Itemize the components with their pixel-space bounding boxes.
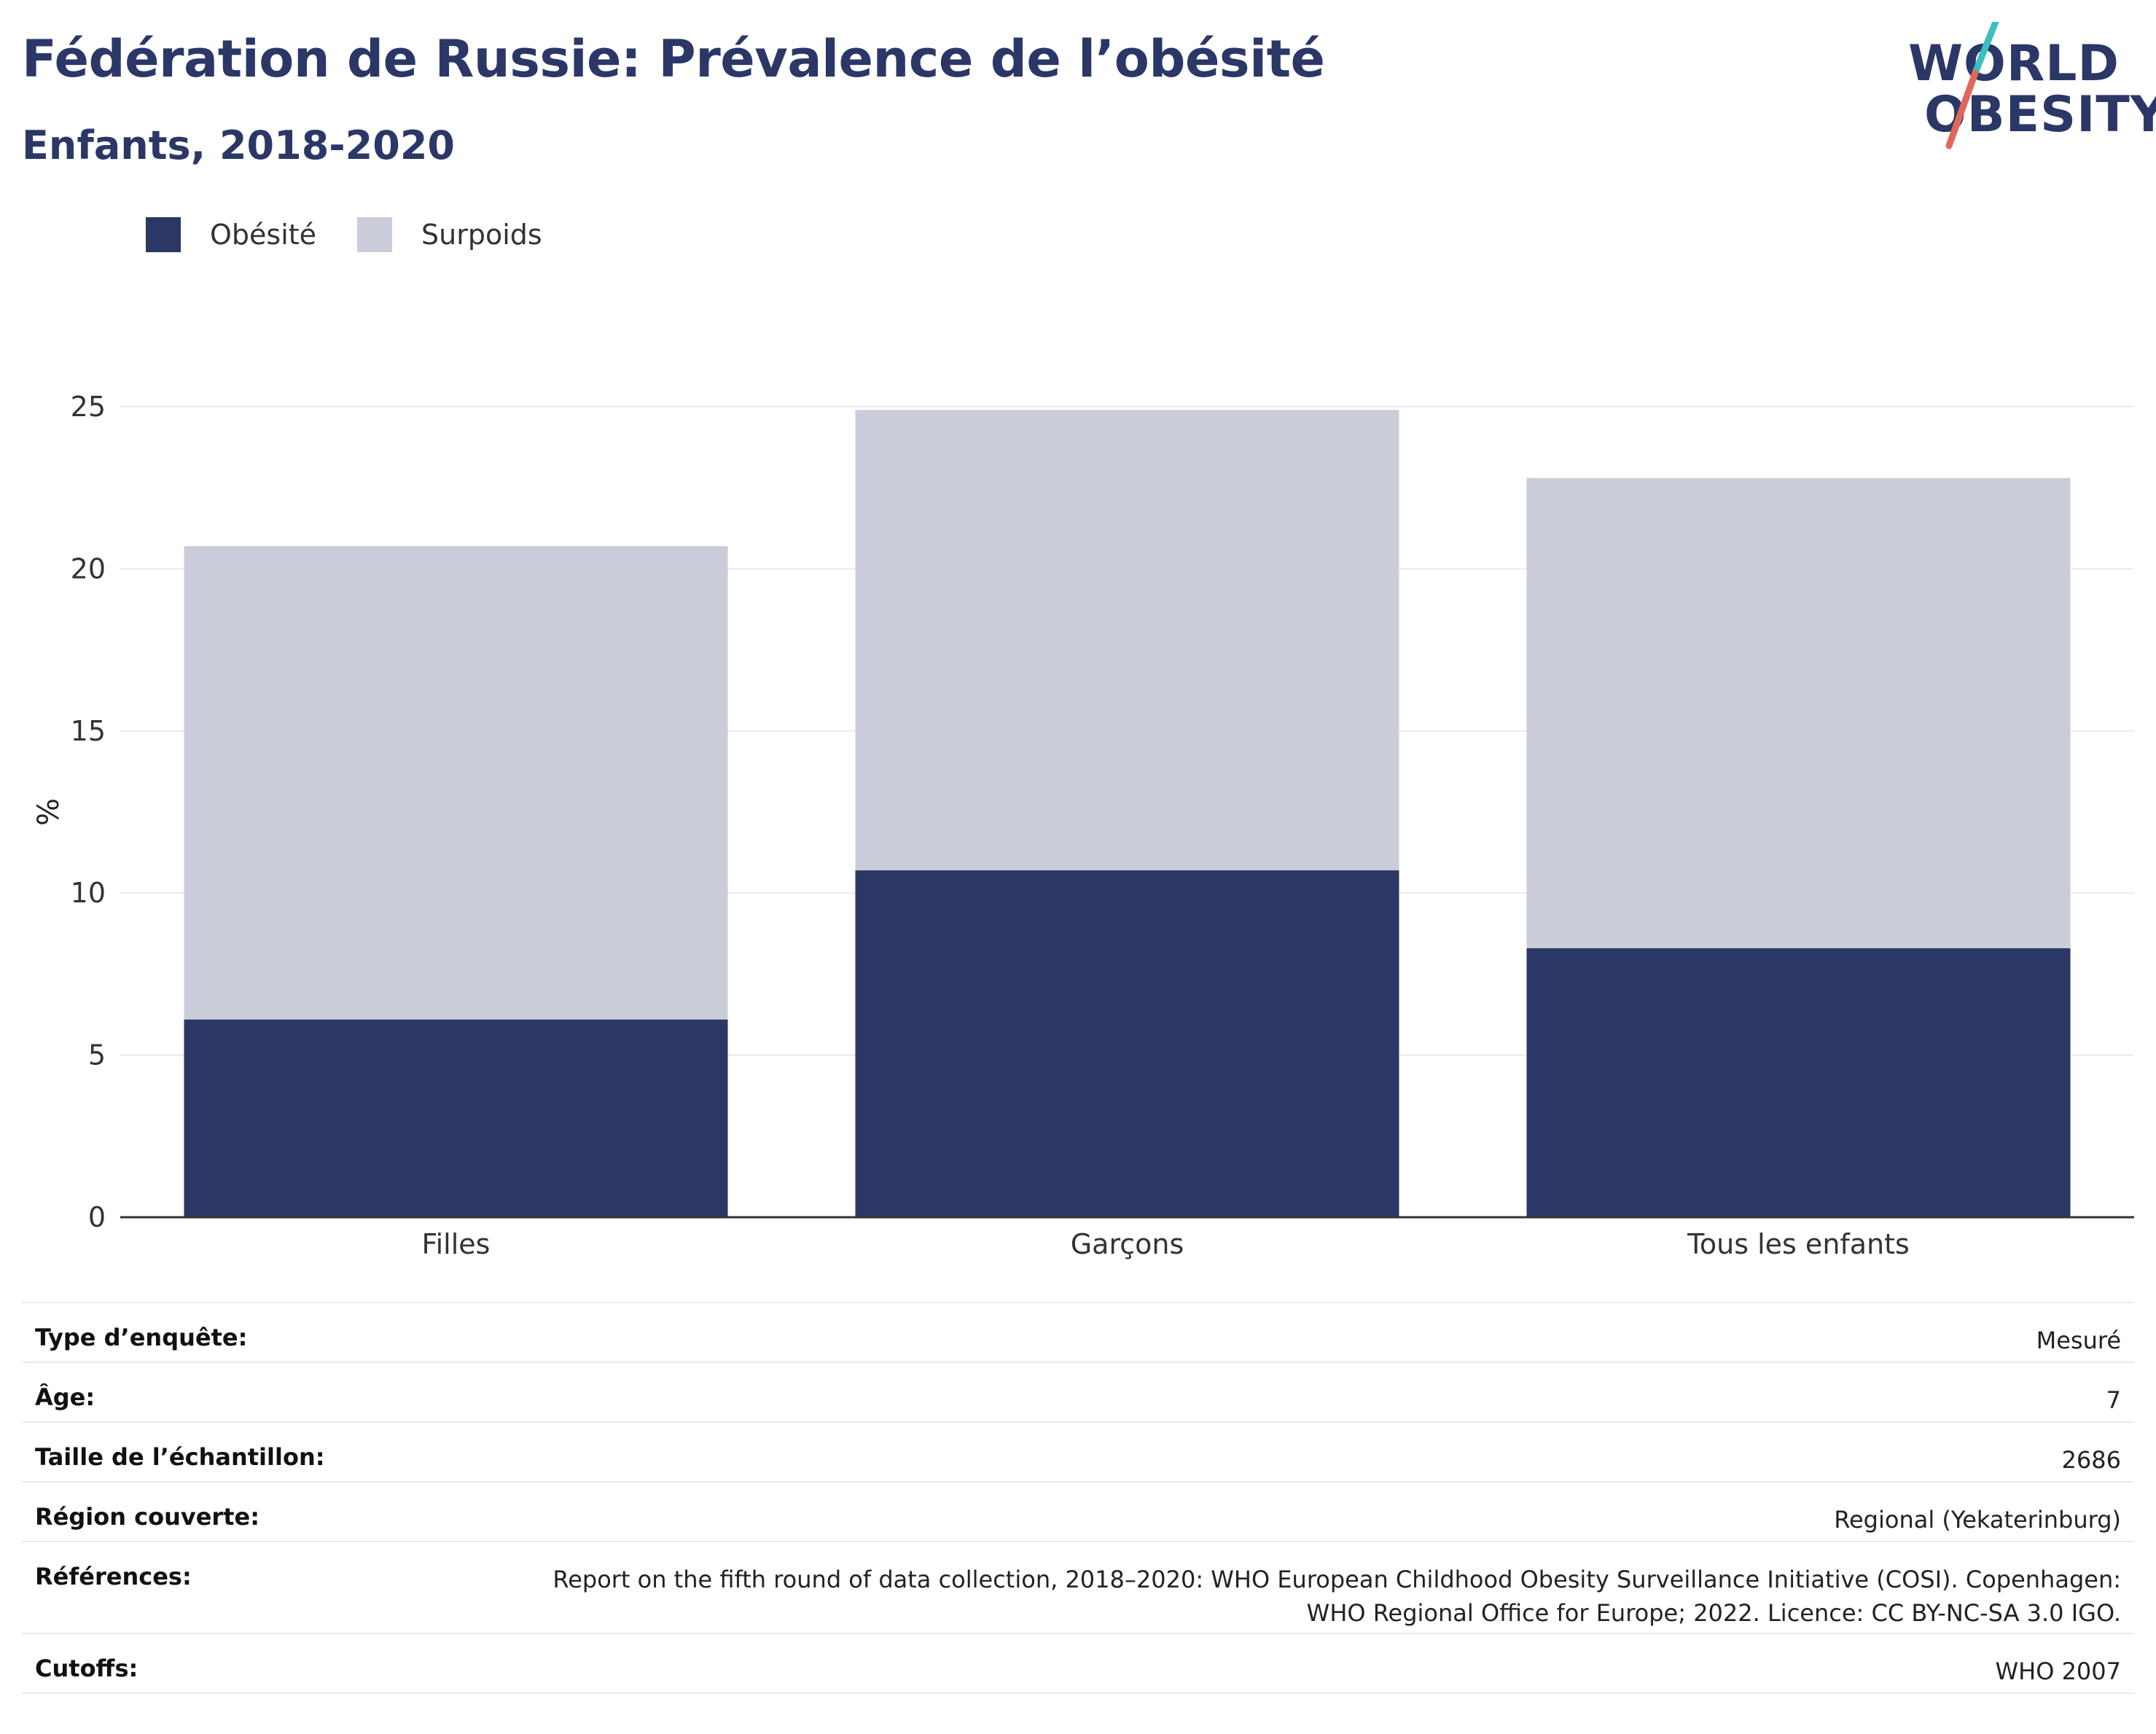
meta-value: Regional (Yekaterinburg)	[371, 1481, 2134, 1542]
meta-row-region: Région couverte: Regional (Yekaterinburg…	[22, 1481, 2134, 1542]
meta-key: Taille de l’échantillon:	[22, 1421, 372, 1482]
bar-surpoids-0	[184, 546, 728, 1020]
legend-label-obesite: Obésité	[210, 219, 317, 251]
y-tick-label: 5	[88, 1039, 106, 1071]
meta-row-sample-size: Taille de l’échantillon: 2686	[22, 1421, 2134, 1482]
bar-surpoids-1	[855, 410, 1399, 871]
chart-title: Fédération de Russie: Prévalence de l’ob…	[22, 29, 1325, 89]
meta-row-survey-type: Type d’enquête: Mesuré	[22, 1302, 2134, 1362]
meta-value: Mesuré	[371, 1302, 2134, 1362]
meta-row-references: Références: Report on the fifth round of…	[22, 1541, 2134, 1633]
logo-word-world: WORLD	[1908, 35, 2120, 93]
y-tick-label: 25	[71, 391, 106, 423]
legend-label-surpoids: Surpoids	[421, 219, 542, 251]
meta-key: Références:	[22, 1541, 372, 1633]
legend-item-obesite[interactable]: Obésité	[146, 217, 316, 252]
x-tick-label: Tous les enfants	[1687, 1228, 1910, 1260]
x-tick-label: Garçons	[1071, 1228, 1184, 1260]
meta-value: 7	[371, 1362, 2134, 1422]
y-tick-label: 10	[71, 877, 106, 909]
meta-value: 2686	[371, 1421, 2134, 1482]
y-tick-label: 20	[71, 552, 106, 585]
bar-ob-sit--1	[855, 870, 1399, 1217]
meta-key: Région couverte:	[22, 1481, 372, 1542]
chart-legend: Obésité Surpoids	[146, 217, 583, 252]
legend-item-surpoids[interactable]: Surpoids	[357, 217, 542, 252]
y-tick-label: 0	[88, 1201, 106, 1233]
world-obesity-logo: WORLD OBESITY	[1902, 22, 2156, 153]
meta-key: Cutoffs:	[22, 1633, 372, 1694]
meta-row-cutoffs: Cutoffs: WHO 2007	[22, 1633, 2134, 1694]
legend-swatch-surpoids	[357, 217, 393, 252]
x-tick-label: Filles	[422, 1228, 491, 1260]
meta-row-age: Âge: 7	[22, 1362, 2134, 1422]
reference-line: Report on the fifth round of data collec…	[552, 1566, 2121, 1593]
bar-ob-sit--0	[184, 1019, 728, 1217]
meta-key: Âge:	[22, 1362, 372, 1422]
y-axis-title: %	[32, 798, 66, 826]
meta-key: Type d’enquête:	[22, 1302, 372, 1362]
legend-swatch-obesite	[146, 217, 181, 252]
bar-ob-sit--2	[1526, 948, 2071, 1217]
y-tick-label: 15	[71, 715, 106, 747]
meta-value: Report on the fifth round of data collec…	[371, 1541, 2134, 1633]
survey-info-table: Type d’enquête: Mesuré Âge: 7 Taille de …	[22, 1302, 2134, 1694]
stacked-bar-chart: 0 5 10 15 20 25% Filles Garçons Tous les enfants	[32, 391, 2134, 1260]
reference-line: WHO Regional Office for Europe; 2022. Li…	[1306, 1599, 2121, 1627]
meta-value: WHO 2007	[371, 1633, 2134, 1694]
bar-surpoids-2	[1526, 477, 2071, 948]
logo-slash-icon	[1945, 22, 1999, 149]
chart-subtitle: Enfants, 2018-2020	[22, 122, 455, 168]
